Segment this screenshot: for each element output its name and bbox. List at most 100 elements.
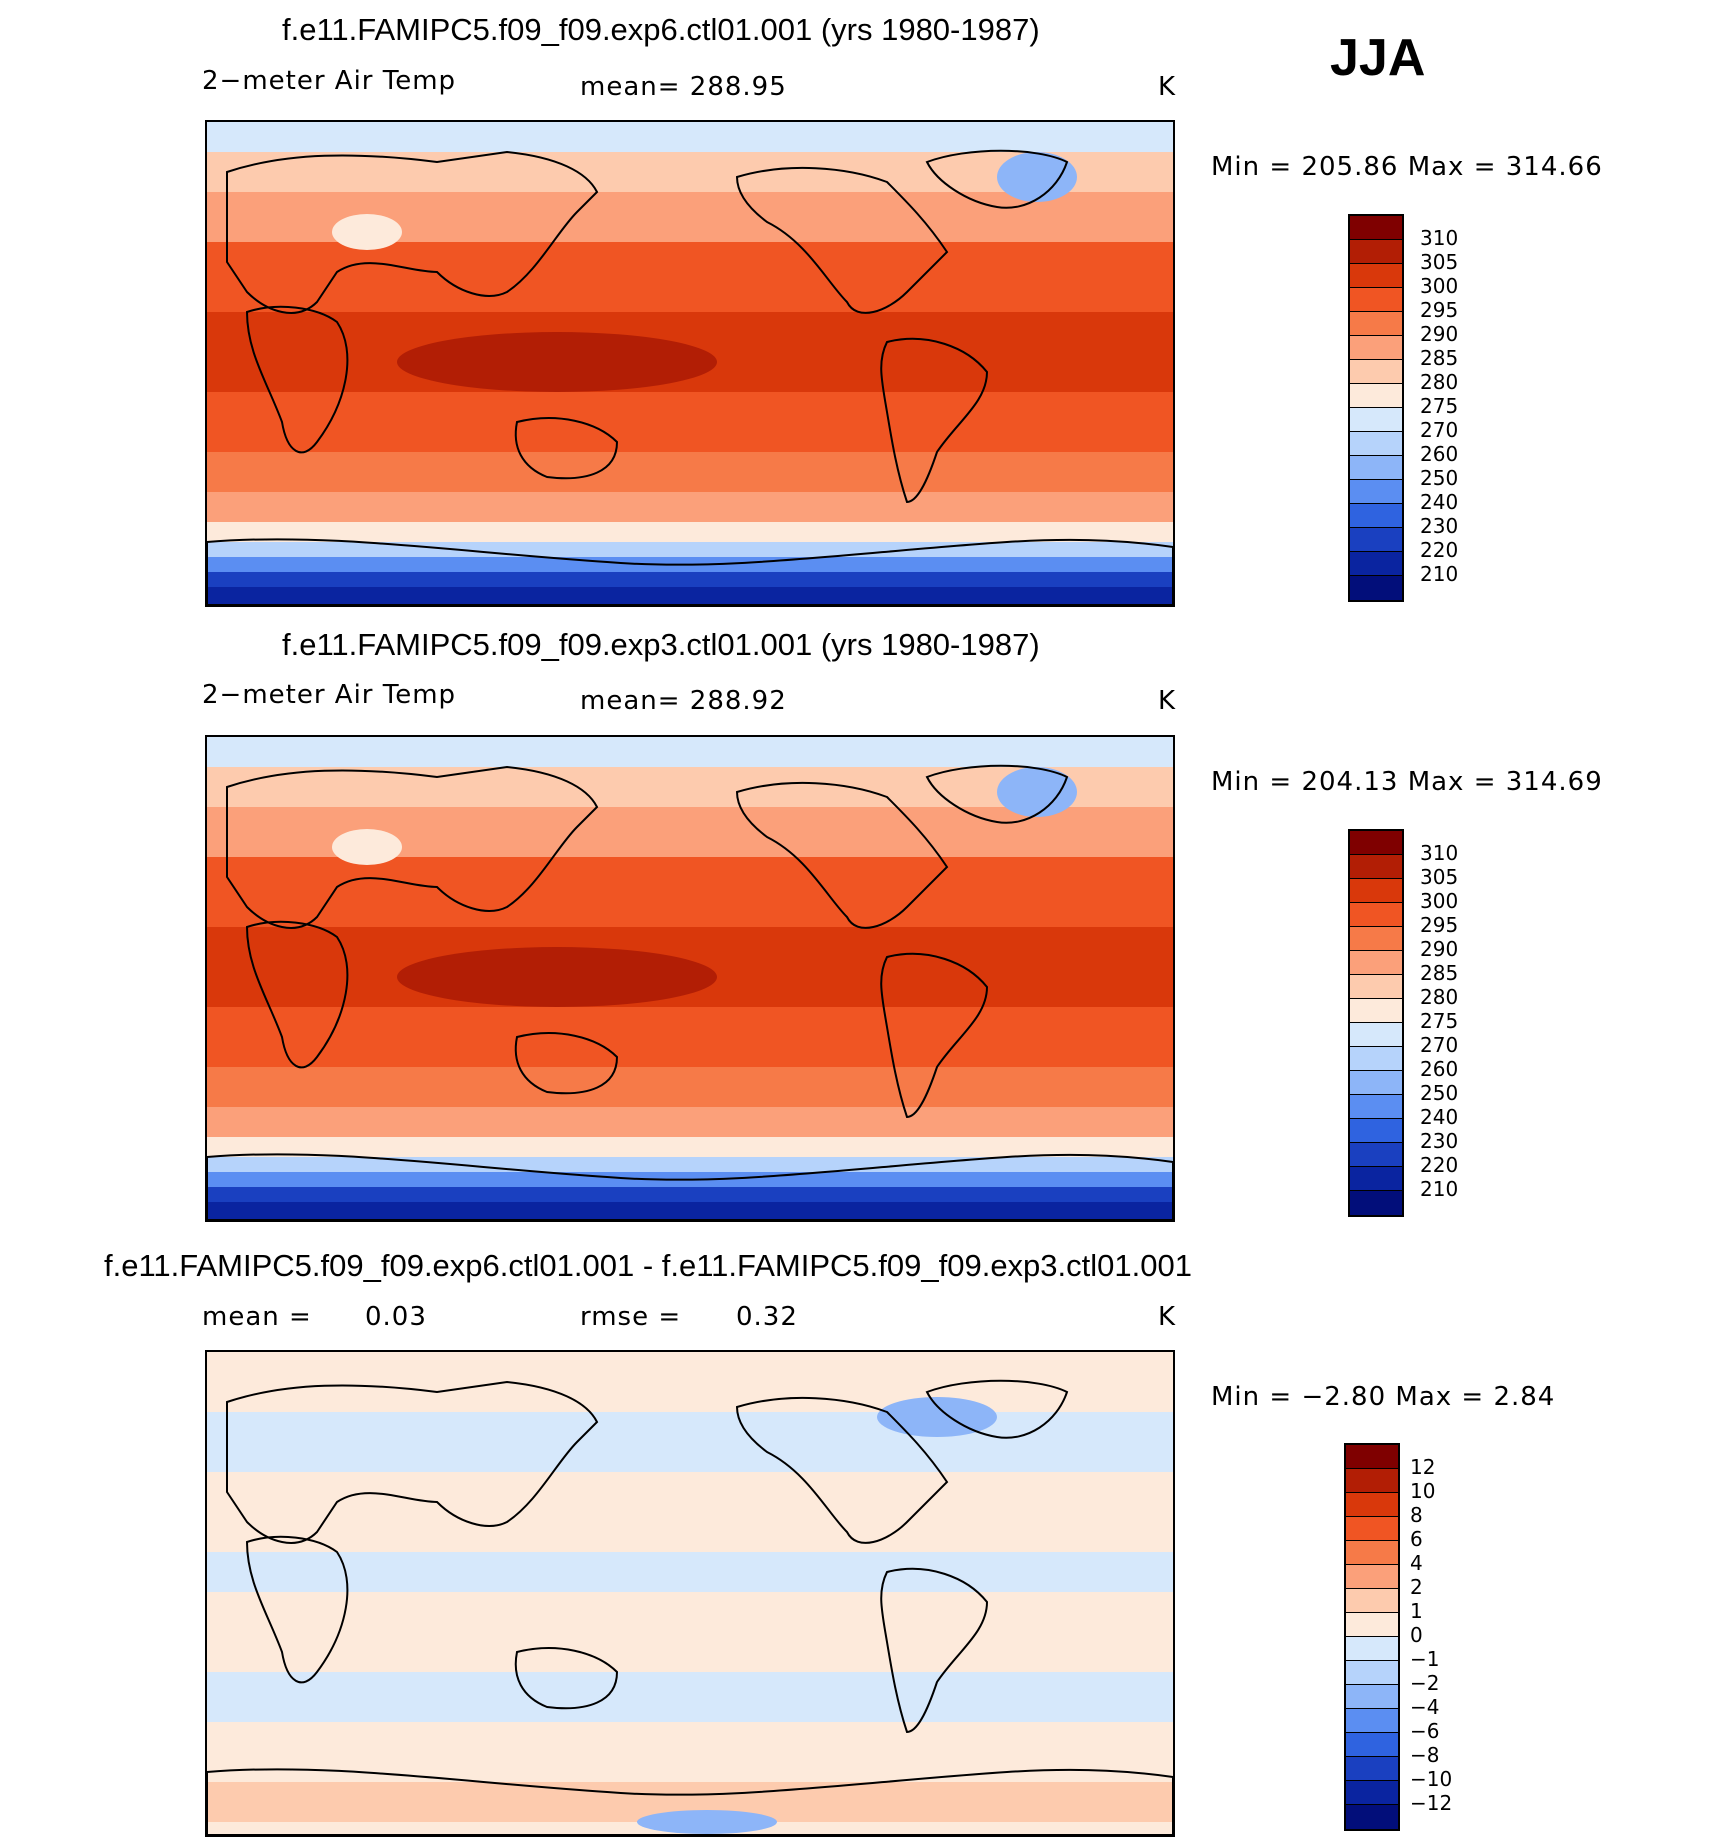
colorbar-tick-label: 305 xyxy=(1420,865,1459,889)
rmse-value: 0.32 xyxy=(736,1302,798,1332)
colorbar-tick-label: 285 xyxy=(1420,346,1459,370)
greenland-region xyxy=(997,767,1077,817)
colorbar-tick-label: 300 xyxy=(1420,274,1459,298)
coastline xyxy=(207,1768,1173,1835)
rmse-label: rmse = xyxy=(580,1302,682,1332)
colorbar-cell xyxy=(1350,903,1402,927)
colorbar-tick-label: 280 xyxy=(1420,985,1459,1009)
colorbar-tick-label: 240 xyxy=(1420,1105,1459,1129)
colorbar-tick-label: 240 xyxy=(1420,490,1459,514)
colorbar-tick-label: 250 xyxy=(1420,466,1459,490)
colorbar-tick-label: 0 xyxy=(1410,1623,1423,1647)
colorbar-tick-label: 275 xyxy=(1420,394,1459,418)
contour-band xyxy=(207,737,1173,767)
colorbar-tick-label: 310 xyxy=(1420,226,1459,250)
minmax-label: Min = 205.86 Max = 314.66 xyxy=(1211,152,1603,182)
coastline xyxy=(245,1535,349,1684)
colorbar-cell xyxy=(1350,576,1402,600)
tibet-plateau-region xyxy=(332,829,402,865)
colorbar-cell xyxy=(1350,831,1402,855)
colorbar-cell xyxy=(1350,999,1402,1023)
coastline xyxy=(207,538,1173,605)
colorbar-cell xyxy=(1350,1023,1402,1047)
temperature-map xyxy=(205,735,1175,1222)
coastline xyxy=(245,305,349,454)
greenland-region xyxy=(997,152,1077,202)
coastline xyxy=(735,1396,949,1544)
colorbar-cell xyxy=(1346,1565,1398,1589)
colorbar-cell xyxy=(1350,1047,1402,1071)
contour-band xyxy=(207,1007,1173,1067)
colorbar-tick-label: 270 xyxy=(1420,418,1459,442)
coastline xyxy=(925,764,1069,824)
colorbar-tick-label: 280 xyxy=(1420,370,1459,394)
colorbar-cell xyxy=(1350,1167,1402,1191)
map-field xyxy=(207,122,1173,605)
colorbar-cell xyxy=(1350,975,1402,999)
colorbar-cell xyxy=(1350,1071,1402,1095)
coastline xyxy=(207,1153,1173,1220)
contour-band xyxy=(207,1187,1173,1202)
contour-band xyxy=(207,1157,1173,1172)
coastline xyxy=(880,337,989,504)
coastline xyxy=(925,1379,1069,1439)
colorbar-tick-label: 230 xyxy=(1420,514,1459,538)
contour-band xyxy=(207,1672,1173,1722)
coastline xyxy=(514,1032,619,1095)
colorbar-tick-label: −12 xyxy=(1410,1791,1453,1815)
units-label: K xyxy=(1158,686,1177,716)
colorbar-tick-label: 4 xyxy=(1410,1551,1423,1575)
colorbar xyxy=(1348,829,1404,1217)
colorbar-tick-label: 290 xyxy=(1420,937,1459,961)
colorbar-tick-label: 295 xyxy=(1420,298,1459,322)
colorbar-tick-label: 210 xyxy=(1420,1177,1459,1201)
panel-title: f.e11.FAMIPC5.f09_f09.exp3.ctl01.001 (yr… xyxy=(282,627,1040,662)
contour-band xyxy=(207,1202,1173,1220)
colorbar-cell xyxy=(1350,1143,1402,1167)
colorbar-tick-label: 6 xyxy=(1410,1527,1423,1551)
contour-band xyxy=(207,1412,1173,1472)
colorbar-tick-label: 230 xyxy=(1420,1129,1459,1153)
tibet-plateau-region xyxy=(332,214,402,250)
coastline xyxy=(880,952,989,1119)
colorbar-cell xyxy=(1350,264,1402,288)
colorbar xyxy=(1348,214,1404,602)
colorbar-labels: 310 305 300 295 290 285 280 275 270 260 250 240 230 2… xyxy=(1420,226,1458,586)
colorbar-cell xyxy=(1346,1781,1398,1805)
colorbar-tick-label: −10 xyxy=(1410,1767,1453,1791)
mean-label: mean = xyxy=(202,1302,312,1332)
colorbar-tick-label: 220 xyxy=(1420,1153,1459,1177)
colorbar-cell xyxy=(1346,1805,1398,1829)
variable-label: 2−meter Air Temp xyxy=(202,66,457,96)
colorbar-cell xyxy=(1350,552,1402,576)
colorbar-cell xyxy=(1350,1095,1402,1119)
panel-title: f.e11.FAMIPC5.f09_f09.exp6.ctl01.001 (yr… xyxy=(282,12,1040,47)
colorbar-tick-label: 1 xyxy=(1410,1599,1423,1623)
coastline xyxy=(735,781,949,929)
season-label: JJA xyxy=(1330,29,1426,87)
coastline xyxy=(880,1567,989,1734)
colorbar-cell xyxy=(1350,528,1402,552)
colorbar-labels: 12 10 8 6 4 2 1 0 −1 −2 −4 −6 −8 −10 −12 xyxy=(1410,1455,1452,1815)
colorbar-tick-label: 295 xyxy=(1420,913,1459,937)
colorbar-cell xyxy=(1350,504,1402,528)
mean-value: 0.03 xyxy=(365,1302,427,1332)
colorbar-tick-label: 8 xyxy=(1410,1503,1423,1527)
colorbar-cell xyxy=(1350,927,1402,951)
colorbar-cell xyxy=(1350,312,1402,336)
contour-band xyxy=(207,1067,1173,1107)
colorbar-labels: 310 305 300 295 290 285 280 275 270 260 250 240 230 2… xyxy=(1420,841,1458,1201)
contour-band xyxy=(207,242,1173,312)
coastline xyxy=(514,1647,619,1710)
colorbar-cell xyxy=(1346,1757,1398,1781)
contour-band xyxy=(207,1137,1173,1157)
colorbar-cell xyxy=(1350,879,1402,903)
colorbar-cell xyxy=(1350,288,1402,312)
coastline xyxy=(226,150,599,314)
contour-band xyxy=(207,587,1173,605)
temperature-map xyxy=(205,120,1175,607)
canada-anomaly-region xyxy=(877,1397,997,1437)
mean-label: mean= 288.92 xyxy=(580,686,787,716)
colorbar-tick-label: −4 xyxy=(1410,1695,1440,1719)
contour-band xyxy=(207,522,1173,542)
